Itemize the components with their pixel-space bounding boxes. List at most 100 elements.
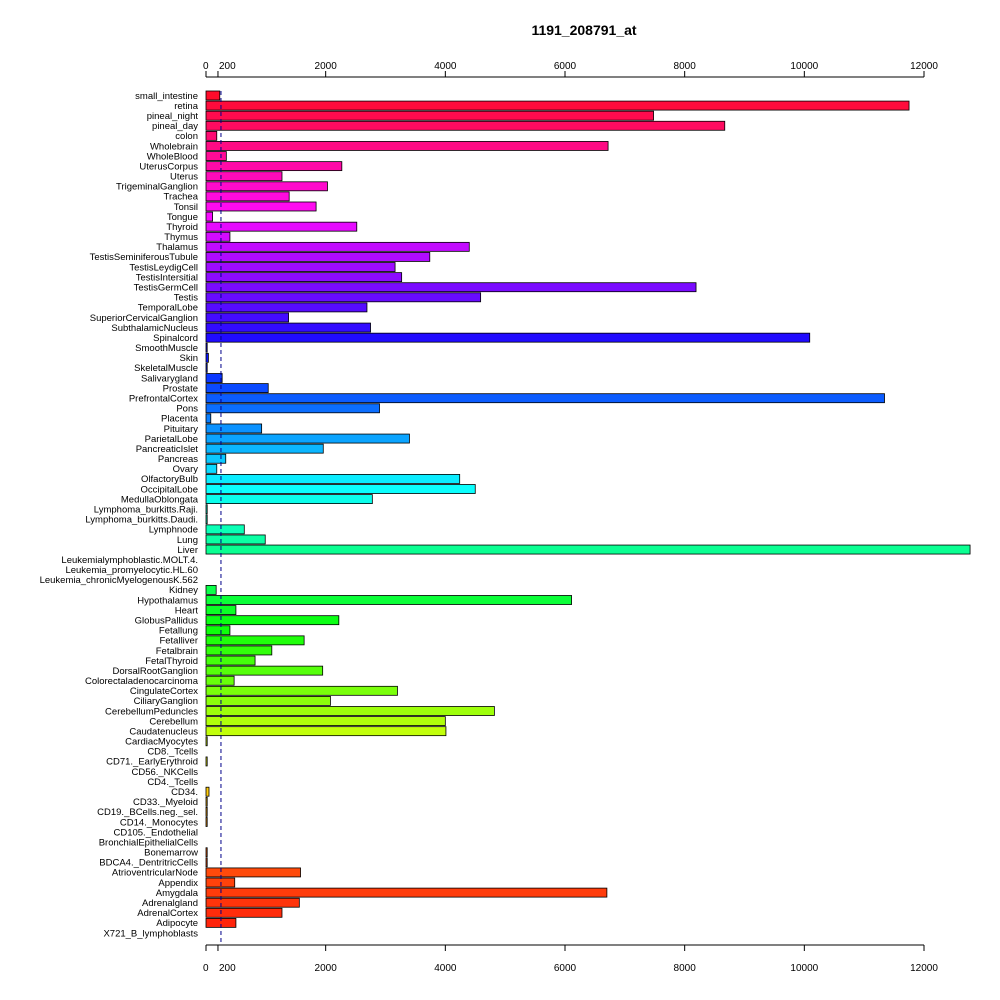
category-label: CD105._Endothelial — [113, 827, 198, 838]
bar — [205, 292, 482, 303]
bar — [205, 211, 213, 222]
category-label: Leukemialymphoblastic.MOLT.4. — [61, 555, 198, 566]
tick-label: 2000 — [315, 963, 338, 974]
category-label: ParietalLobe — [145, 434, 198, 445]
category-label: GlobusPallidus — [135, 615, 199, 626]
bar — [205, 817, 208, 827]
bar — [205, 423, 263, 434]
category-label: TestisSeminiferousTubule — [90, 252, 198, 263]
category-label: CD34. — [171, 787, 198, 798]
category-label: Leukemia_chronicMyelogenousK.562 — [40, 575, 198, 586]
category-label: OlfactoryBulb — [141, 474, 198, 485]
category-label: Ovary — [173, 464, 199, 475]
tick-label: 10000 — [790, 963, 818, 974]
category-label: Wholebrain — [150, 141, 198, 152]
bar — [205, 857, 208, 868]
category-label: SmoothMuscle — [135, 343, 198, 354]
bar — [205, 413, 212, 424]
bar — [205, 706, 495, 716]
bar — [205, 100, 910, 111]
bar — [205, 443, 324, 454]
bar — [205, 615, 340, 626]
tick-label: 6000 — [554, 963, 577, 974]
bar — [205, 282, 697, 293]
bar — [205, 897, 300, 908]
category-label: Cerebellum — [149, 716, 198, 727]
bar — [205, 201, 317, 212]
bar — [205, 363, 208, 373]
bar — [205, 191, 290, 202]
bar — [205, 161, 343, 172]
tick-label: 0 — [203, 61, 209, 72]
category-label: CiliaryGanglion — [134, 696, 198, 707]
category-label: Prostate — [163, 383, 198, 394]
bar — [205, 453, 227, 464]
bar — [205, 585, 217, 595]
category-label: CD56._NKCells — [131, 767, 198, 778]
tick-label: 8000 — [674, 61, 697, 72]
bar — [205, 907, 283, 918]
category-label: CD19._BCells.neg._sel. — [97, 807, 198, 818]
category-label: pineal_day — [152, 121, 198, 132]
category-label: colon — [175, 131, 198, 142]
category-label: Fetalbrain — [156, 646, 198, 657]
category-label: TrigeminalGanglion — [116, 182, 198, 193]
bar — [205, 120, 726, 131]
category-label: Lymphnode — [149, 525, 198, 536]
category-label: CerebellumPeduncles — [105, 706, 198, 717]
bar — [205, 675, 235, 686]
bar — [205, 877, 236, 888]
category-label: CardiacMyocytes — [125, 737, 198, 748]
bar — [205, 312, 289, 323]
bar — [205, 524, 245, 535]
bar — [205, 665, 324, 676]
tick-label: 4000 — [434, 963, 457, 974]
category-labels: small_intestineretinapineal_nightpineal_… — [40, 91, 199, 939]
bar — [205, 181, 328, 192]
category-label: MedullaOblongata — [121, 494, 199, 505]
bottom-x-axis: 0 200 2000 4000 6000 8000 10000 12000 — [203, 944, 938, 974]
bar — [205, 756, 208, 767]
bar — [205, 726, 447, 737]
category-label: Adrenalgland — [142, 898, 198, 909]
category-label: Amygdala — [156, 888, 199, 899]
category-label: Fetallung — [159, 626, 198, 637]
tick-label: 12000 — [910, 963, 938, 974]
category-label: DorsalRootGanglion — [112, 666, 198, 677]
category-label: PancreaticIslet — [136, 444, 199, 455]
bar — [205, 685, 398, 696]
category-label: Placenta — [161, 414, 199, 425]
bar — [205, 110, 654, 121]
category-label: Thyroid — [166, 222, 198, 233]
category-label: TestisLeydigCell — [129, 262, 198, 273]
bar — [205, 221, 358, 232]
tick-label: 200 — [219, 963, 236, 974]
category-label: Lymphoma_burkitts.Daudi. — [85, 515, 198, 526]
category-label: Fetalliver — [159, 636, 198, 647]
category-label: Appendix — [158, 878, 198, 889]
category-label: small_intestine — [135, 91, 198, 102]
category-label: SuperiorCervicalGanglion — [90, 313, 198, 324]
category-label: PrefrontalCortex — [129, 394, 198, 405]
tick-label: 6000 — [554, 61, 577, 72]
category-label: Testis — [174, 293, 199, 304]
bar — [205, 806, 208, 817]
category-label: TemporalLobe — [138, 303, 198, 314]
tick-label: 4000 — [434, 61, 457, 72]
bar — [205, 696, 331, 706]
tick-label: 8000 — [674, 963, 697, 974]
bar — [205, 231, 231, 242]
category-label: Lung — [177, 535, 198, 546]
bar — [205, 403, 380, 414]
bar — [205, 645, 273, 656]
bar — [205, 474, 461, 484]
bar — [205, 151, 227, 161]
category-label: Thalamus — [156, 242, 198, 253]
category-label: AtrioventricularNode — [112, 868, 198, 879]
bar — [205, 504, 208, 515]
bar — [205, 625, 231, 636]
category-label: SubthalamicNucleus — [111, 323, 198, 334]
category-label: Trachea — [164, 192, 199, 203]
bar — [205, 302, 368, 313]
